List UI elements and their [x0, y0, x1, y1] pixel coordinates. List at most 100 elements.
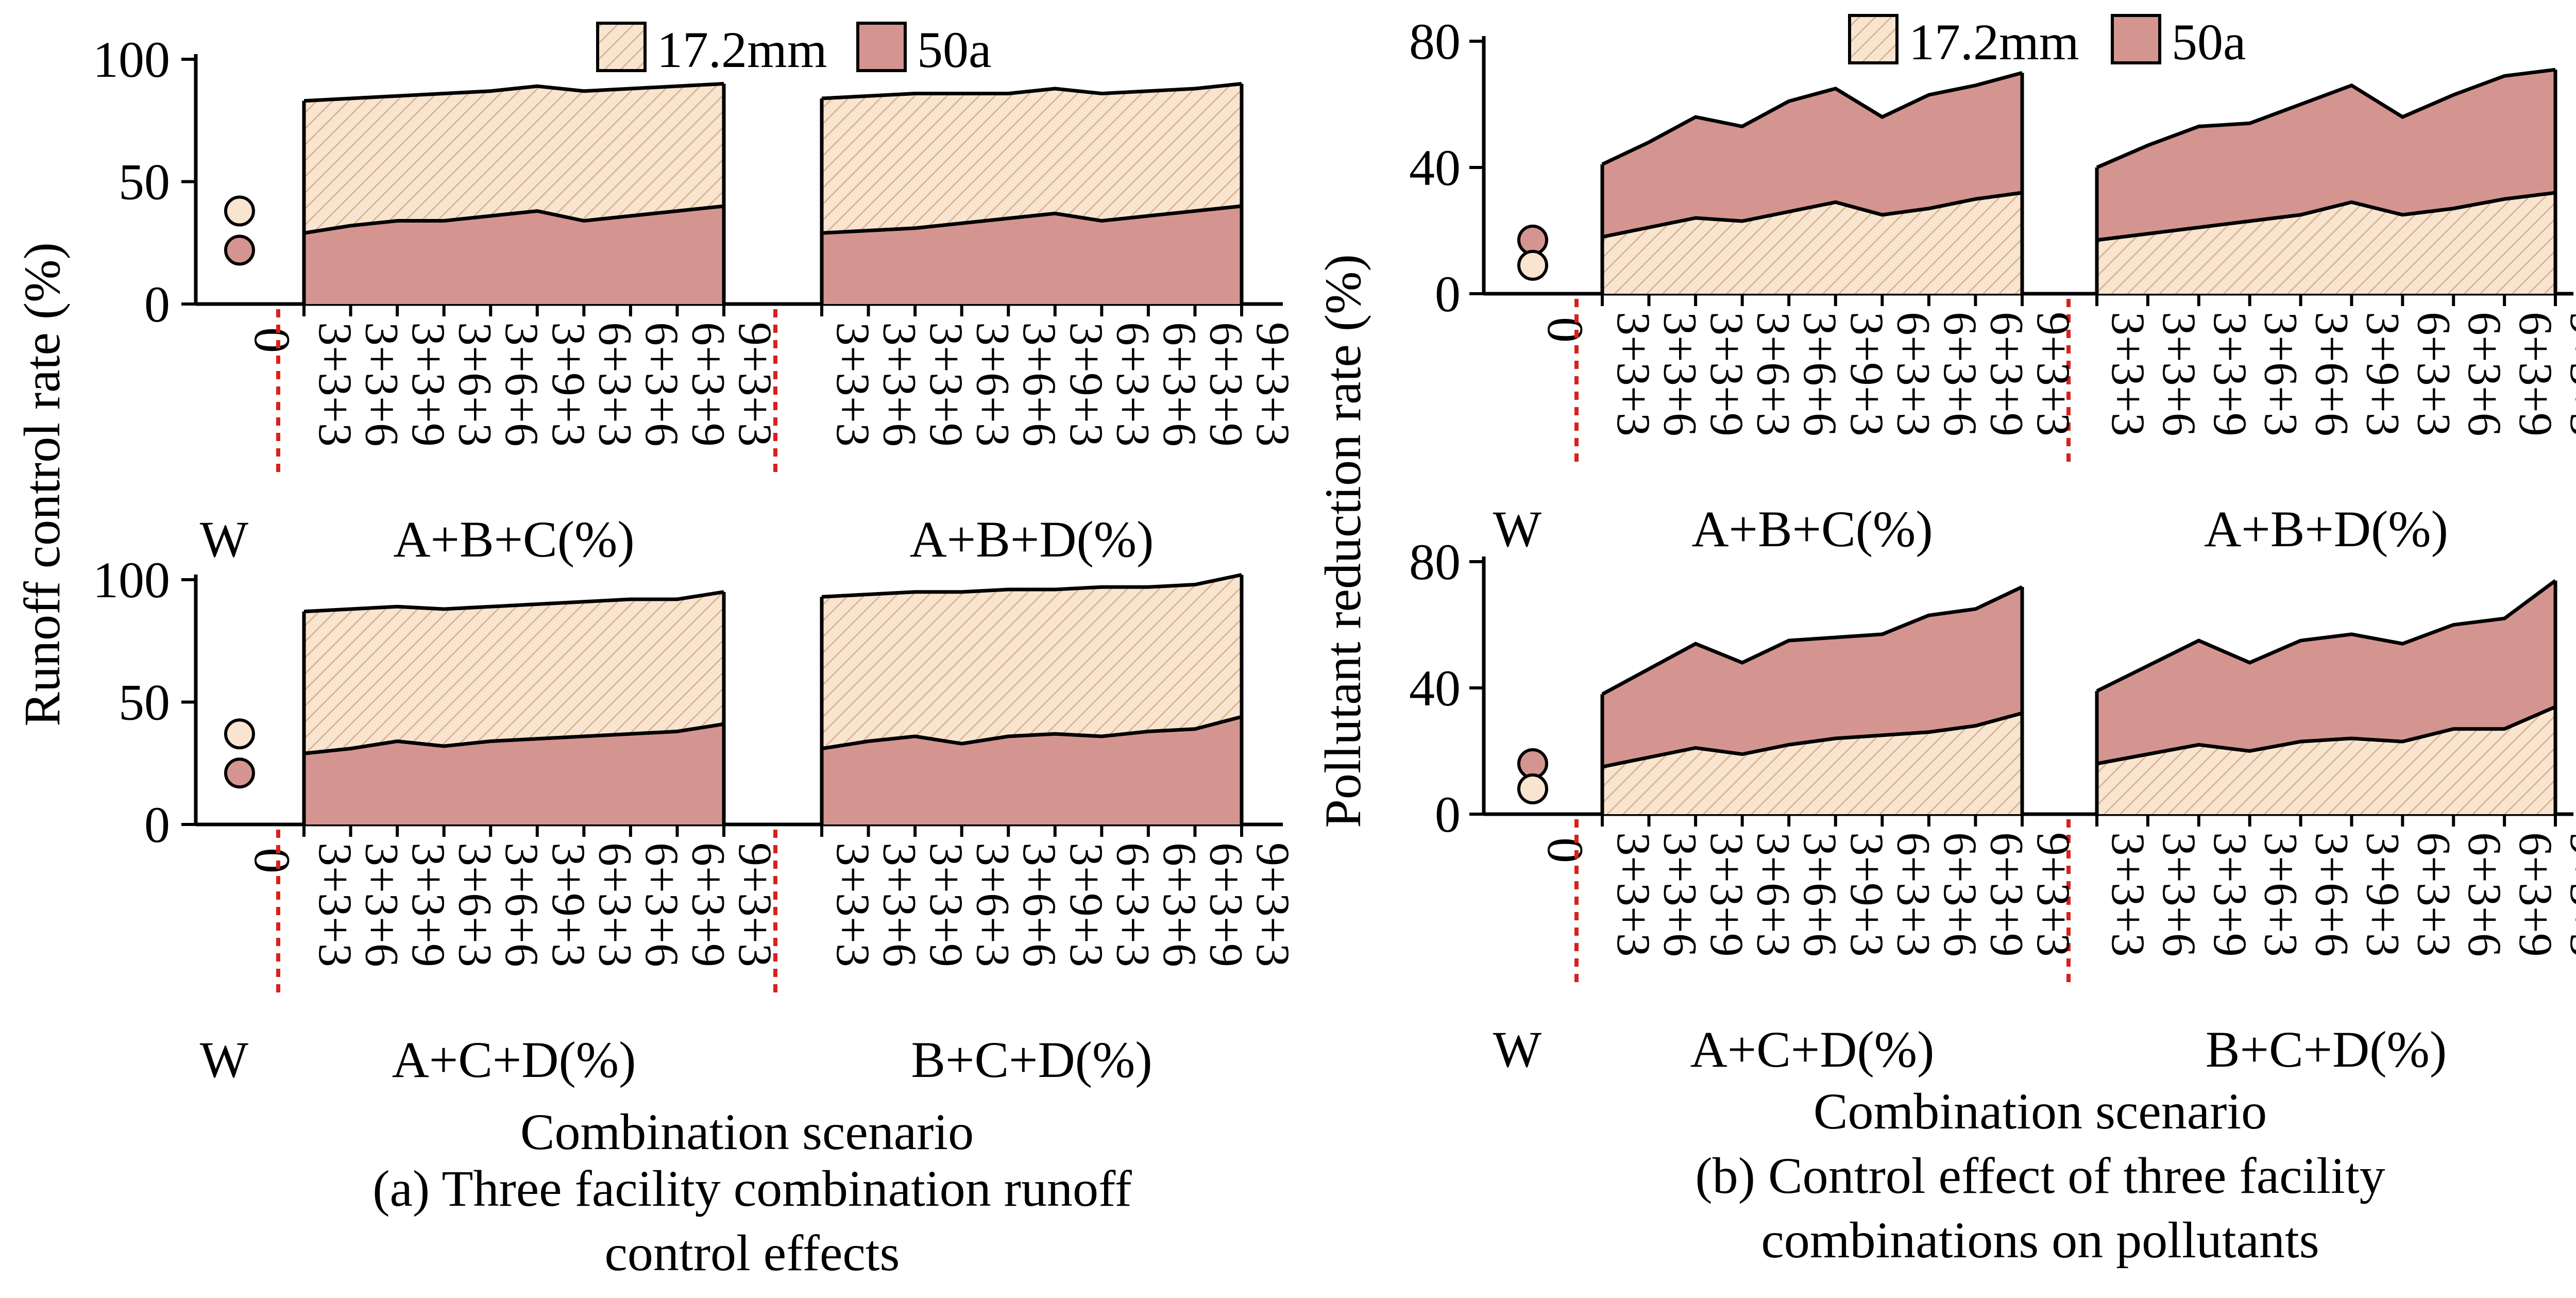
panel-a-row-1-group-2-x-tick-label: 3+6+6 — [1013, 322, 1066, 447]
legend-b: 17.2mm 50a — [1848, 13, 2246, 71]
panel-a-row-1-group-2-x-tick-label: 3+3+3 — [827, 322, 879, 447]
panel-b-row-2-group-1-x-tick-label: 3+3+9 — [1701, 832, 1753, 957]
legend-b-s1-label: 17.2mm — [1909, 13, 2079, 71]
panel-a-row-1-group-1-label: A+B+C(%) — [393, 511, 634, 568]
legend-b-s2-label: 50a — [2172, 13, 2246, 71]
panel-a-row-2-group-2-x-tick-label: 3+3+9 — [920, 842, 973, 967]
panel-b-row-2-group-1-x-tick-label: 6+3+6 — [1934, 832, 1987, 957]
panel-a-row-2-group-1-label: A+C+D(%) — [392, 1031, 636, 1088]
panel-b-caption-line-1: (b) Control effect of three facility — [1695, 1147, 2385, 1204]
legend-b-s2-swatch — [2111, 14, 2161, 64]
panel-b-row-1-group-1-line-17mm — [1602, 191, 2023, 239]
panel-b-row-1-group-2-x-tick-label: 6+3+9 — [2510, 312, 2562, 436]
panel-a-row-1-group-1-x-tick-label: 3+3+3 — [309, 322, 362, 447]
panel-a-row-2-group-2-line-50a — [821, 715, 1242, 751]
panel-b-x-axis-title: Combination scenario — [1814, 1083, 2267, 1140]
panel-b-row-1-group-2-x-tick-label: 6+3+6 — [2459, 312, 2511, 436]
panel-b-caption-line-2: combinations on pollutants — [1761, 1211, 2319, 1269]
panel-b-row-2-w-label: W — [1493, 1021, 1542, 1078]
panel-a-row-1-group-2-x-tick-label: 3+6+3 — [967, 322, 1020, 447]
panel-b-row-1-group-2-line-17mm — [2096, 191, 2556, 242]
panel-a-row-2-group-2-x-tick-label: 6+3+6 — [1154, 842, 1206, 967]
panel-b-row-2-y-tick-label: 80 — [1409, 533, 1461, 591]
panel-a-row-1-group-1-x-tick-label: 3+6+6 — [496, 322, 548, 447]
panel-a-row-2: 0501000W3+3+33+3+63+3+93+6+33+6+63+9+36+… — [93, 551, 1299, 1088]
panel-a-row-2-group-2-line-17mm — [821, 573, 1242, 599]
panel-a-row-2-group-1-x-tick-label: 3+3+9 — [402, 842, 455, 967]
panel-b-row-1-group-2-x-tick-label: 3+3+3 — [2102, 312, 2155, 436]
panel-a-row-2-group-2-label: B+C+D(%) — [911, 1031, 1152, 1088]
panel-a-row-2-group-1-x-tick-label: 6+3+3 — [589, 842, 641, 967]
panel-a-row-1-group-1-x-tick-label: 3+3+6 — [356, 322, 409, 447]
panel-a-caption-line-1: (a) Three facility combination runoff — [372, 1160, 1132, 1217]
panel-a-row-2-w-point-50a — [224, 757, 255, 789]
panel-a-row-1-group-1-x-tick-label: 3+6+3 — [449, 322, 502, 447]
panel-a-row-2-group-2-x-tick-label: 3+6+6 — [1013, 842, 1066, 967]
panel-b-row-1-y-tick-label: 40 — [1409, 139, 1461, 196]
panel-a-row-1-group-1-area-50a — [304, 206, 724, 304]
panel-b-row-2-group-2-x-tick-label: 9+3+3 — [2561, 832, 2576, 957]
panel-a-row-2-group-2-x-tick-label: 3+9+3 — [1060, 842, 1113, 967]
panel-b-row-1-group-1-label: A+B+C(%) — [1691, 500, 1933, 558]
panel-a-row-1-group-2-x-tick-label: 3+3+9 — [920, 322, 973, 447]
panel-b-row-2-y-tick-label: 0 — [1435, 786, 1461, 843]
panel-a-row-2-w-zero-tick: 0 — [244, 848, 301, 873]
panel-a-row-2-group-1-x-tick-label: 3+6+6 — [496, 842, 548, 967]
panel-b-row-1-group-1-line-50a — [1601, 71, 2023, 166]
panel-b-row-2-group-2-x-tick-label: 3+3+6 — [2153, 832, 2206, 957]
panel-b-row-2-group-2-line-50a — [2096, 579, 2557, 693]
panel-b-row-1-w-zero-tick: 0 — [1537, 317, 1594, 343]
panel-b-row-1-group-1-area-17mm — [1602, 193, 2022, 294]
panel-a-row-2-group-2-x-tick-label: 9+3+3 — [1247, 842, 1299, 967]
panel-a-row-2-y-tick-label: 100 — [93, 551, 170, 609]
panel-a-row-1-group-2-x-tick-label: 3+9+3 — [1060, 322, 1113, 447]
panel-b-row-2-group-2-x-tick-label: 6+3+6 — [2459, 832, 2511, 957]
panel-b-row-2-group-1-x-tick-label: 3+9+3 — [1841, 832, 1893, 957]
panel-a-row-1-group-2-x-tick-label: 3+3+6 — [874, 322, 926, 447]
panel-b-row-1-group-1-x-tick-label: 3+3+9 — [1701, 312, 1753, 436]
panel-a-row-1-group-1-x-tick-label: 6+3+9 — [682, 322, 735, 447]
panel-a-row-2-y-tick-label: 0 — [144, 796, 170, 853]
panel-a-row-2-y-tick-label: 50 — [118, 674, 170, 731]
panel-a-x-axis-title: Combination scenario — [520, 1103, 974, 1160]
panel-a-row-2-group-1-x-tick-label: 3+9+3 — [543, 842, 595, 967]
panel-a-row-1-group-1-x-tick-label: 6+3+6 — [636, 322, 688, 447]
panel-a-row-1-group-2-x-tick-label: 9+3+3 — [1247, 322, 1299, 447]
panel-b-row-2-group-2-x-tick-label: 6+3+3 — [2408, 832, 2460, 957]
panel-b-row-1-group-2-x-tick-label: 3+6+3 — [2255, 312, 2308, 436]
panel-b-row-2-w-zero-tick: 0 — [1537, 837, 1594, 863]
panel-b-row-1-group-2-area-17mm — [2097, 193, 2555, 294]
panel-a-row-1-group-1-x-tick-label: 6+3+3 — [589, 322, 641, 447]
panel-b-row-1-group-1-x-tick-label: 3+6+6 — [1794, 312, 1846, 436]
panel-b-row-2-group-1-x-tick-label: 3+6+3 — [1748, 832, 1800, 957]
panel-b-row-2-group-1-x-tick-label: 6+3+3 — [1887, 832, 1940, 957]
panel-b-row-2-group-2-x-tick-label: 6+3+9 — [2510, 832, 2562, 957]
panel-a-row-1-group-2-line-50a — [821, 204, 1242, 235]
panel-b-row-1-group-1-x-tick-label: 6+3+9 — [1980, 312, 2033, 436]
panel-b-row-2-group-2-x-tick-label: 3+3+9 — [2204, 832, 2257, 957]
panel-b-row-2-group-1-x-tick-label: 3+3+3 — [1607, 832, 1660, 957]
panel-b-row-2: 040800W3+3+33+3+63+3+93+6+33+6+63+9+36+3… — [1409, 533, 2576, 1078]
panel-a-caption-line-2: control effects — [605, 1224, 900, 1282]
panel-b-row-1-group-2-line-50a — [2096, 68, 2556, 170]
panel-b-row-2-w-point-50a — [1517, 748, 1548, 779]
legend-a-s2-swatch — [856, 22, 907, 72]
panel-a-row-2-group-2-area-50a — [822, 717, 1242, 824]
panel-b-row-1-group-2-x-tick-label: 3+3+6 — [2153, 312, 2206, 436]
panel-a-row-1-y-tick-label: 0 — [144, 276, 170, 333]
panel-b-row-1-y-tick-label: 80 — [1409, 13, 1461, 70]
panel-b-row-1-group-2-x-tick-label: 3+6+6 — [2306, 312, 2359, 436]
panel-b-row-1-group-1-x-tick-label: 6+3+3 — [1887, 312, 1940, 436]
panel-b-row-1-group-1-x-tick-label: 3+9+3 — [1841, 312, 1893, 436]
panel-a-row-1: 0501000W3+3+33+3+63+3+93+6+33+6+63+9+36+… — [93, 31, 1299, 568]
panel-b-row-1-group-2-x-tick-label: 3+9+3 — [2357, 312, 2409, 436]
panel-b-row-2-group-2-x-tick-label: 3+3+3 — [2102, 832, 2155, 957]
panel-a-row-2-group-1-line-50a — [303, 722, 724, 755]
panel-a-row-1-group-2-x-tick-label: 6+3+9 — [1200, 322, 1252, 447]
panel-a-row-1-y-tick-label: 100 — [93, 31, 170, 88]
panel-a-row-2-group-1-x-tick-label: 3+6+3 — [449, 842, 502, 967]
panel-b-row-2-group-2-line-17mm — [2096, 705, 2556, 766]
legend-a: 17.2mm 50a — [596, 21, 991, 78]
panel-b-row-1-group-1-x-tick-label: 6+3+6 — [1934, 312, 1987, 436]
panel-a-row-2-group-2-x-tick-label: 6+3+3 — [1107, 842, 1159, 967]
